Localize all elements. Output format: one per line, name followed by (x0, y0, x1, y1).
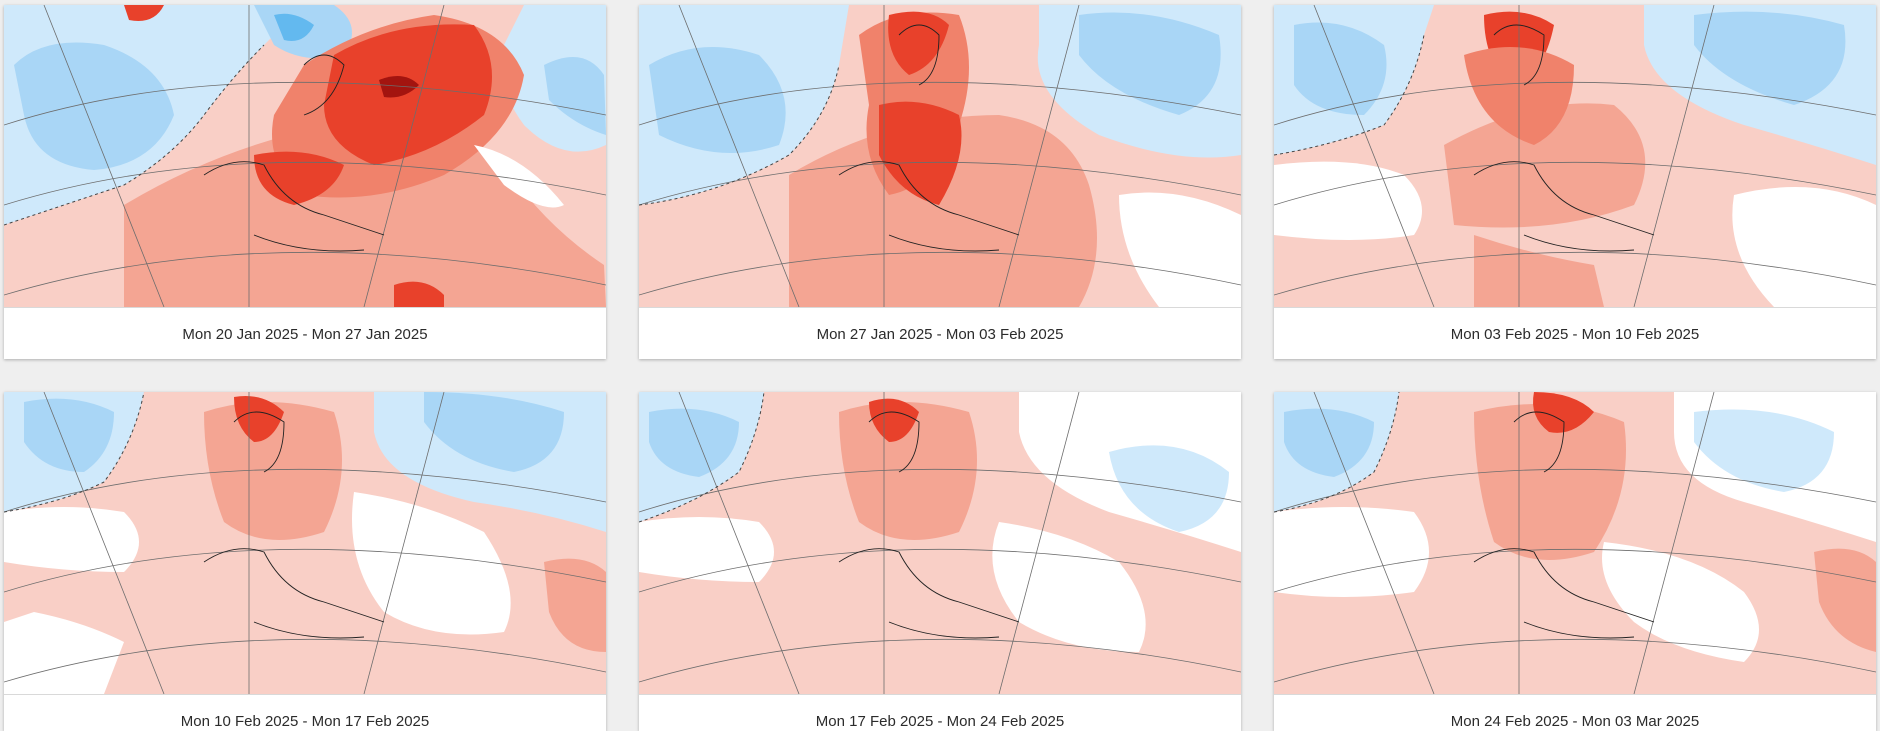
anomaly-map[interactable] (1274, 392, 1876, 694)
anomaly-map[interactable] (639, 392, 1241, 694)
date-range-caption: Mon 27 Jan 2025 - Mon 03 Feb 2025 (639, 307, 1241, 359)
forecast-card[interactable]: Mon 17 Feb 2025 - Mon 24 Feb 2025 (639, 392, 1241, 731)
forecast-card[interactable]: Mon 03 Feb 2025 - Mon 10 Feb 2025 (1274, 5, 1876, 359)
anomaly-map[interactable] (639, 5, 1241, 307)
date-range-caption: Mon 03 Feb 2025 - Mon 10 Feb 2025 (1274, 307, 1876, 359)
anomaly-map[interactable] (4, 5, 606, 307)
forecast-card[interactable]: Mon 20 Jan 2025 - Mon 27 Jan 2025 (4, 5, 606, 359)
forecast-card[interactable]: Mon 24 Feb 2025 - Mon 03 Mar 2025 (1274, 392, 1876, 731)
date-range-caption: Mon 17 Feb 2025 - Mon 24 Feb 2025 (639, 694, 1241, 731)
date-range-caption: Mon 20 Jan 2025 - Mon 27 Jan 2025 (4, 307, 606, 359)
forecast-card[interactable]: Mon 27 Jan 2025 - Mon 03 Feb 2025 (639, 5, 1241, 359)
date-range-caption: Mon 24 Feb 2025 - Mon 03 Mar 2025 (1274, 694, 1876, 731)
anomaly-map[interactable] (4, 392, 606, 694)
forecast-card[interactable]: Mon 10 Feb 2025 - Mon 17 Feb 2025 (4, 392, 606, 731)
date-range-caption: Mon 10 Feb 2025 - Mon 17 Feb 2025 (4, 694, 606, 731)
anomaly-map[interactable] (1274, 5, 1876, 307)
